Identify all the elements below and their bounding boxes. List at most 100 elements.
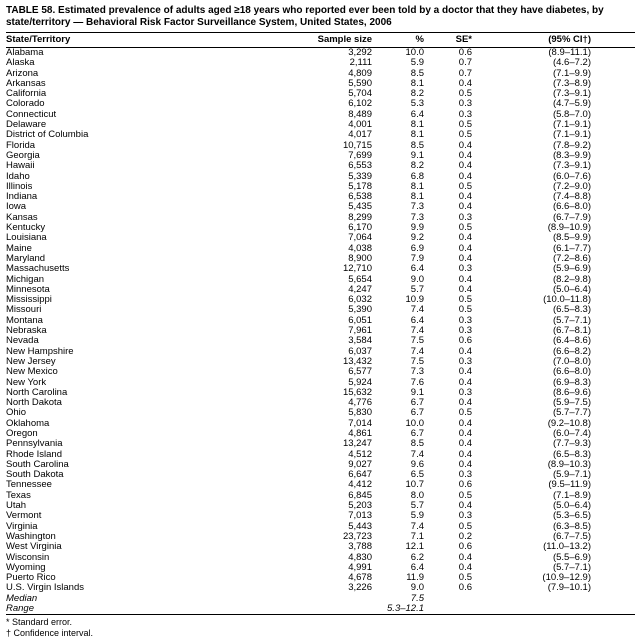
- se-cell: 0.4: [458, 161, 472, 172]
- state-cell: Alabama: [6, 47, 44, 58]
- ci-cell: (4.6–7.2): [552, 58, 591, 69]
- table-row: Arkansas 5,590 8.1 0.4 (7.3–8.9): [6, 79, 635, 89]
- sample-size-cell: 5,590: [348, 78, 372, 89]
- table-row: Kansas 8,299 7.3 0.3 (6.7–7.9): [6, 213, 635, 223]
- sample-size-cell: 7,013: [348, 511, 372, 522]
- ci-cell: (8.9–11.1): [548, 47, 591, 58]
- percent-cell: 6.2: [410, 552, 424, 563]
- sample-size-cell: 4,991: [348, 562, 372, 573]
- state-cell: Montana: [6, 315, 43, 326]
- state-cell: Wisconsin: [6, 552, 50, 563]
- percent-cell: 7.3: [410, 367, 424, 378]
- table-body: Alabama 3,292 10.0 0.6 (8.9–11.1) Alaska 2,111…: [6, 48, 635, 615]
- se-cell: [424, 604, 472, 615]
- ci-cell: (8.5–9.9): [552, 233, 591, 244]
- se-cell: 0.4: [458, 253, 472, 264]
- se-cell: 0.4: [458, 562, 472, 573]
- state-cell: Maine: [6, 243, 32, 254]
- sample-size-cell: 4,247: [348, 284, 372, 295]
- sample-size-cell: 6,102: [348, 99, 372, 110]
- ci-cell: (7.3–9.1): [552, 161, 591, 172]
- table-row: Alabama 3,292 10.0 0.6 (8.9–11.1): [6, 48, 635, 59]
- table-row: Alaska 2,111 5.9 0.7 (4.6–7.2): [6, 58, 635, 68]
- percent-cell: 5.9: [410, 511, 424, 522]
- table-header: State/Territory Sample size % SE* (95% C…: [6, 32, 635, 48]
- percent-cell: 9.0: [410, 274, 424, 285]
- se-cell: 0.7: [458, 68, 472, 79]
- state-cell: Oklahoma: [6, 418, 50, 429]
- percent-cell: 5.9: [410, 58, 424, 69]
- se-cell: 0.4: [458, 78, 472, 89]
- header-sample-size: Sample size: [317, 34, 372, 45]
- se-cell: 0.5: [458, 305, 472, 316]
- percent-cell: 7.4: [410, 346, 424, 357]
- sample-size-cell: 6,845: [348, 490, 372, 501]
- ci-cell: (5.9–7.1): [552, 470, 591, 481]
- table-row: Massachusetts 12,710 6.4 0.3 (5.9–6.9): [6, 264, 635, 274]
- sample-size-cell: 4,412: [348, 480, 372, 491]
- ci-cell: (7.1–9.9): [552, 68, 591, 79]
- state-cell: Maryland: [6, 253, 46, 264]
- percent-cell: 7.5: [410, 593, 424, 604]
- state-cell: U.S. Virgin Islands: [6, 583, 84, 594]
- ci-cell: (9.5–11.9): [548, 480, 591, 491]
- se-cell: 0.5: [458, 295, 472, 306]
- ci-cell: (7.1–9.1): [552, 130, 591, 141]
- ci-cell: (5.5–6.9): [552, 552, 591, 563]
- percent-cell: 10.9: [405, 295, 425, 306]
- table-row: U.S. Virgin Islands 3,226 9.0 0.6 (7.9–10.1): [6, 583, 635, 593]
- percent-cell: 5.3–12.1: [387, 604, 424, 615]
- ci-cell: (9.2–10.8): [547, 418, 591, 429]
- se-cell: 0.6: [458, 583, 472, 594]
- sample-size-cell: 5,830: [348, 408, 372, 419]
- sample-size-cell: 4,809: [348, 68, 372, 79]
- state-cell: Oregon: [6, 428, 38, 439]
- state-cell: Puerto Rico: [6, 573, 56, 584]
- percent-cell: 8.5: [410, 140, 424, 151]
- sample-size-cell: 3,292: [348, 47, 372, 58]
- table-row: Idaho 5,339 6.8 0.4 (6.0–7.6): [6, 172, 635, 182]
- ci-cell: (5.0–6.4): [552, 501, 591, 512]
- state-cell: Pennsylvania: [6, 439, 63, 450]
- table-row: Indiana 6,538 8.1 0.4 (7.4–8.8): [6, 192, 635, 202]
- se-cell: 0.6: [458, 480, 472, 491]
- state-cell: Rhode Island: [6, 449, 62, 460]
- table-row: Maine 4,038 6.9 0.4 (6.1–7.7): [6, 244, 635, 254]
- ci-cell: (5.8–7.0): [552, 109, 591, 120]
- state-cell: Nevada: [6, 336, 39, 347]
- table-row: Connecticut 8,489 6.4 0.3 (5.8–7.0): [6, 110, 635, 120]
- percent-cell: 10.0: [405, 418, 425, 429]
- ci-cell: (6.0–7.4): [552, 428, 591, 439]
- table-row: Ohio 5,830 6.7 0.5 (5.7–7.7): [6, 408, 635, 418]
- table-row: Minnesota 4,247 5.7 0.4 (5.0–6.4): [6, 285, 635, 295]
- ci-cell: (5.3–6.5): [552, 511, 591, 522]
- percent-cell: 6.7: [410, 398, 424, 409]
- table-row: Kentucky 6,170 9.9 0.5 (8.9–10.9): [6, 223, 635, 233]
- footnotes: * Standard error. † Confidence interval.: [6, 617, 635, 639]
- sample-size-cell: 5,654: [348, 274, 372, 285]
- table-row: Wisconsin 4,830 6.2 0.4 (5.5–6.9): [6, 553, 635, 563]
- table-row: Pennsylvania 13,247 8.5 0.4 (7.7–9.3): [6, 439, 635, 449]
- se-cell: 0.4: [458, 192, 472, 203]
- table-row: Montana 6,051 6.4 0.3 (5.7–7.1): [6, 316, 635, 326]
- table-row: New Jersey 13,432 7.5 0.3 (7.0–8.0): [6, 357, 635, 367]
- ci-cell: (6.9–8.3): [552, 377, 591, 388]
- table-row: South Dakota 6,647 6.5 0.3 (5.9–7.1): [6, 470, 635, 480]
- se-cell: 0.4: [458, 346, 472, 357]
- table-row: New Hampshire 6,037 7.4 0.4 (6.6–8.2): [6, 347, 635, 357]
- state-cell: Connecticut: [6, 109, 57, 120]
- sample-size-cell: 4,512: [348, 449, 372, 460]
- percent-cell: 8.1: [410, 78, 424, 89]
- table-row: Hawaii 6,553 8.2 0.4 (7.3–9.1): [6, 161, 635, 171]
- se-cell: 0.4: [458, 367, 472, 378]
- ci-cell: (6.0–7.6): [552, 171, 591, 182]
- prevalence-table: State/Territory Sample size % SE* (95% C…: [6, 32, 635, 615]
- se-cell: 0.2: [458, 531, 472, 542]
- table-row: Michigan 5,654 9.0 0.4 (8.2–9.8): [6, 275, 635, 285]
- sample-size-cell: 9,027: [348, 459, 372, 470]
- ci-cell: (7.4–8.8): [552, 192, 591, 203]
- table-row: Nevada 3,584 7.5 0.6 (6.4–8.6): [6, 336, 635, 346]
- table-row: Wyoming 4,991 6.4 0.4 (5.7–7.1): [6, 563, 635, 573]
- percent-cell: 8.2: [410, 89, 424, 100]
- se-cell: 0.6: [458, 47, 472, 58]
